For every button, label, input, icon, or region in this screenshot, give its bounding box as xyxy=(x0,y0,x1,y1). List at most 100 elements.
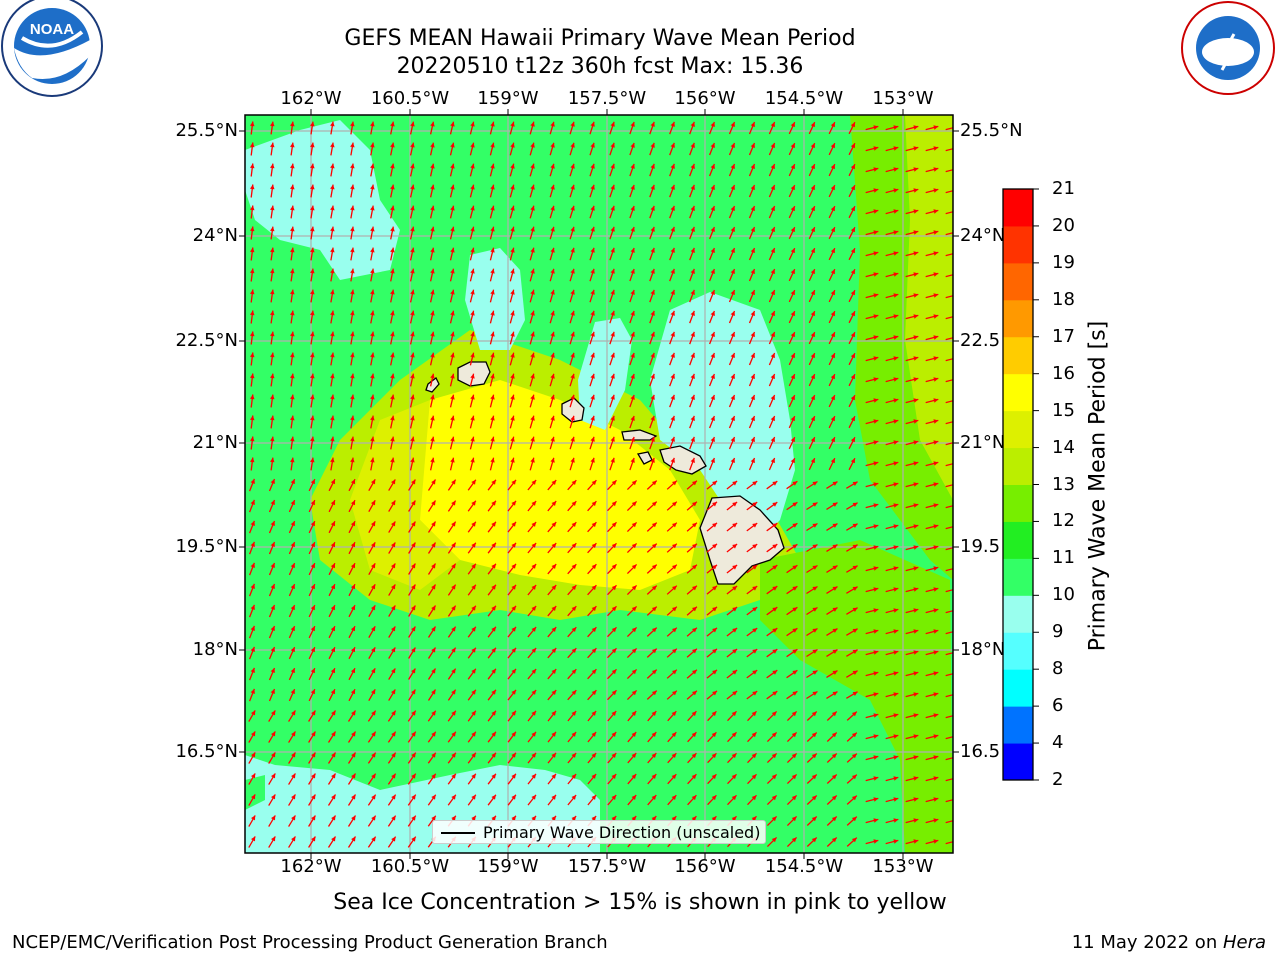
wave-arrow-head xyxy=(250,247,255,253)
wave-arrow-head xyxy=(310,626,315,632)
wave-arrow-head xyxy=(570,352,575,358)
wave-arrow-head xyxy=(770,290,775,296)
wave-arrow-head xyxy=(913,755,919,760)
wave-arrow-head xyxy=(610,289,615,295)
wave-arrow-head xyxy=(810,416,815,422)
wave-arrow-head xyxy=(571,501,577,506)
lon-label-bottom: 159°W xyxy=(477,856,539,877)
wave-arrow-head xyxy=(631,711,637,716)
wave-arrow-head xyxy=(913,650,919,655)
wave-arrow-head xyxy=(750,269,755,275)
wave-arrow-head xyxy=(370,436,375,442)
wave-arrow-head xyxy=(710,143,715,148)
wave-arrow-head xyxy=(690,457,695,463)
colorbar-tick-label: 2 xyxy=(1052,769,1064,790)
wave-arrow-head xyxy=(752,670,758,675)
wave-arrow-head xyxy=(491,563,496,569)
wave-arrow-head xyxy=(391,500,396,506)
wave-arrow-head xyxy=(310,500,315,506)
wave-arrow-head xyxy=(330,163,335,169)
wave-arrow-head xyxy=(511,815,516,821)
wave-arrow-head xyxy=(491,626,496,632)
wave-arrow-head xyxy=(850,416,855,422)
wave-arrow-head xyxy=(550,310,555,316)
wave-arrow-head xyxy=(491,710,496,716)
wave-arrow-head xyxy=(631,543,637,549)
wave-arrow-head xyxy=(291,710,296,716)
wave-arrow-head xyxy=(451,563,456,569)
wave-arrow-head xyxy=(873,818,879,823)
wave-arrow-head xyxy=(470,373,475,379)
wave-arrow-head xyxy=(250,184,255,190)
wave-arrow-head xyxy=(791,837,797,843)
island-molokai xyxy=(621,429,658,441)
wave-arrow-head xyxy=(893,545,899,550)
wave-arrow-head xyxy=(391,626,396,632)
wave-arrow-head xyxy=(752,544,758,549)
wave-arrow-head xyxy=(770,269,775,275)
wave-arrow-head xyxy=(330,268,335,274)
wave-arrow-head xyxy=(550,184,555,190)
wave-arrow-head xyxy=(812,670,818,675)
wave-arrow-shaft xyxy=(945,568,953,572)
wave-arrow-head xyxy=(933,650,939,655)
wave-arrow-head xyxy=(830,374,835,380)
wave-arrow-head xyxy=(470,310,475,316)
wave-arrow-shaft xyxy=(945,316,953,320)
wave-arrow-head xyxy=(893,755,899,760)
wave-arrow-head xyxy=(933,314,939,319)
wave-arrow-head xyxy=(270,394,275,400)
wave-arrow-head xyxy=(631,480,637,486)
wave-arrow-head xyxy=(770,458,775,464)
wave-arrow-shaft xyxy=(945,379,953,383)
wave-arrow-head xyxy=(531,564,537,569)
wave-arrow-head xyxy=(692,480,697,486)
wave-arrow-head xyxy=(850,143,855,149)
wave-arrow-head xyxy=(330,415,335,421)
wave-arrow-head xyxy=(610,352,615,358)
wave-arrow-head xyxy=(510,373,515,379)
wave-arrow-head xyxy=(391,710,396,716)
wave-arrow-head xyxy=(410,457,415,463)
wave-arrow-head xyxy=(531,710,536,716)
wave-arrow-head xyxy=(630,142,635,148)
wave-arrow-head xyxy=(350,226,355,232)
lat-label-left: 22.5°N xyxy=(175,330,238,351)
field-region-10s-east xyxy=(650,292,795,540)
wave-arrow-head xyxy=(370,331,375,337)
wave-arrow-head xyxy=(451,710,456,716)
wave-arrow-head xyxy=(371,773,376,779)
chart-title: GEFS MEAN Hawaii Primary Wave Mean Perio… xyxy=(344,26,856,51)
wave-arrow-head xyxy=(290,163,295,169)
wave-arrow-head xyxy=(651,669,657,675)
wave-arrow-head xyxy=(330,436,335,442)
wave-arrow-head xyxy=(730,374,735,379)
wave-arrow-head xyxy=(710,395,715,400)
wave-arrow-head xyxy=(752,523,758,528)
wave-arrow-head xyxy=(491,752,496,758)
wave-arrow-head xyxy=(391,584,396,590)
wave-arrow-head xyxy=(310,521,315,527)
wave-arrow-head xyxy=(933,356,939,361)
wave-arrow-head xyxy=(630,310,635,316)
wave-arrow-head xyxy=(271,794,276,800)
wave-arrow-head xyxy=(710,353,715,358)
wave-arrow-head xyxy=(551,690,557,695)
wave-arrow-head xyxy=(810,458,815,464)
wave-arrow-head xyxy=(251,773,256,779)
wave-arrow-head xyxy=(391,479,396,485)
wave-arrow-head xyxy=(913,818,919,823)
wave-arrow-head xyxy=(670,310,675,316)
colorbar-segment xyxy=(1003,669,1033,707)
wave-arrow-head xyxy=(772,502,778,507)
wave-arrow-head xyxy=(933,545,939,550)
wave-arrow-head xyxy=(411,626,416,632)
wave-arrow-head xyxy=(832,691,838,696)
wave-arrow-shaft xyxy=(945,778,953,782)
wave-arrow-head xyxy=(491,584,496,590)
wave-arrow-head xyxy=(933,839,939,844)
wave-arrow-head xyxy=(311,815,316,821)
wave-arrow-head xyxy=(913,125,919,130)
wave-arrow-head xyxy=(290,268,295,274)
wave-arrow-head xyxy=(350,668,355,674)
